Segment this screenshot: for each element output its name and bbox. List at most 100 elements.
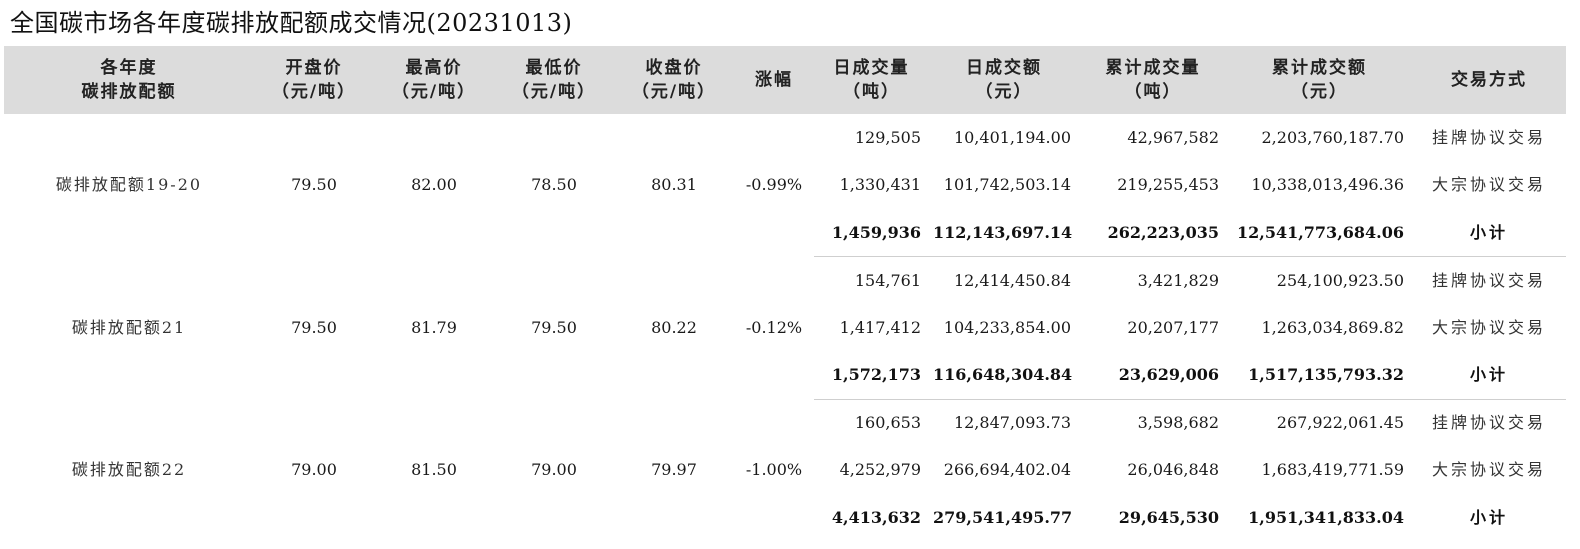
daily-amount-cell: 12,847,093.73 [953, 413, 1071, 432]
change-cell: -0.12% [745, 317, 803, 337]
subtotal-row: 1,459,936 112,143,697.14 262,223,035 12,… [4, 209, 1566, 257]
low-price-cell: 79.00 [531, 460, 577, 480]
high-price-cell: 82.00 [411, 175, 457, 195]
header-high-price: 最高价 （元/吨） [374, 46, 494, 114]
subtotal-row: 4,413,632 279,541,495.77 29,645,530 1,95… [4, 494, 1566, 542]
cumulative-amount-subtotal: 1,517,135,793.32 [1227, 351, 1412, 400]
high-price-cell: 81.50 [411, 460, 457, 480]
low-price-cell: 79.50 [531, 317, 577, 337]
trade-method-cell: 挂牌协议交易 [1431, 270, 1546, 290]
cumulative-volume-subtotal: 262,223,035 [1079, 209, 1227, 257]
subtotal-label: 小计 [1469, 507, 1508, 527]
header-line: （元/吨） [511, 82, 597, 102]
table-row: 碳排放配额21 79.50 81.79 79.50 80.22 -0.12% 1… [4, 257, 1566, 337]
header-line: 累计成交额 [1272, 58, 1367, 78]
header-line: （元/吨） [271, 82, 357, 102]
table-row: 1,330,431 101,742,503.14 219,255,453 10,… [4, 162, 1566, 210]
cumulative-volume-cell: 3,421,829 [1137, 270, 1219, 290]
cumulative-amount-subtotal: 1,951,341,833.04 [1248, 507, 1404, 527]
cumulative-volume-cell: 20,207,177 [1127, 317, 1219, 337]
daily-volume-subtotal: 4,413,632 [831, 507, 921, 527]
cumulative-amount-cell: 1,683,419,771.59 [1261, 460, 1405, 480]
daily-volume-cell: 1,330,431 [839, 175, 921, 195]
header-line: 日成交额 [966, 58, 1042, 78]
open-price-cell: 79.00 [291, 460, 337, 480]
daily-amount-subtotal: 279,541,495.77 [933, 507, 1073, 527]
high-price-cell: 81.79 [411, 317, 457, 337]
header-daily-volume: 日成交量 （吨） [814, 46, 929, 114]
daily-amount-cell: 266,694,402.04 [943, 460, 1071, 480]
subtotal-label: 小计 [1412, 209, 1566, 257]
cumulative-amount-subtotal: 12,541,773,684.06 [1227, 209, 1412, 257]
change-cell: -1.00% [745, 460, 803, 480]
cumulative-amount-cell: 2,203,760,187.70 [1261, 127, 1405, 147]
header-cumulative-volume: 累计成交量 （吨） [1079, 46, 1227, 114]
daily-volume-subtotal: 1,572,173 [814, 351, 929, 400]
table-row: 碳排放配额19-20 79.50 82.00 78.50 80.31 -0.99… [4, 114, 1566, 195]
cumulative-volume-cell: 42,967,582 [1127, 127, 1219, 147]
header-line: 开盘价 [285, 58, 343, 78]
header-line: （吨） [1124, 82, 1182, 102]
header-line: 碳排放配额 [81, 82, 177, 102]
daily-volume-cell: 154,761 [854, 270, 921, 290]
daily-amount-cell: 104,233,854.00 [943, 317, 1071, 337]
header-close-price: 收盘价 （元/吨） [614, 46, 734, 114]
header-open-price: 开盘价 （元/吨） [254, 46, 374, 114]
header-daily-amount: 日成交额 （元） [929, 46, 1079, 114]
quota-name-cell: 碳排放配额22 [71, 460, 187, 480]
cumulative-volume-subtotal: 23,629,006 [1079, 351, 1227, 400]
header-line: 日成交量 [833, 58, 910, 78]
daily-volume-cell: 160,653 [854, 413, 921, 432]
header-line: （元/吨） [391, 82, 477, 102]
cumulative-volume-cell: 219,255,453 [1117, 175, 1219, 195]
close-price-cell: 79.97 [651, 460, 697, 480]
header-line: 最高价 [405, 58, 463, 78]
table-header-row: 各年度 碳排放配额 开盘价 （元/吨） 最高价 （元/吨） 最低价 （元/吨） … [4, 46, 1566, 114]
close-price-cell: 80.31 [651, 175, 697, 195]
daily-volume-cell: 1,417,412 [839, 317, 921, 337]
trade-method-cell: 挂牌协议交易 [1431, 413, 1546, 432]
header-line: （吨） [843, 82, 900, 102]
cumulative-amount-cell: 10,338,013,496.36 [1251, 175, 1404, 195]
header-cumulative-amount: 累计成交额 （元） [1227, 46, 1412, 114]
subtotal-label: 小计 [1412, 351, 1566, 400]
header-line: 各年度 [100, 58, 158, 78]
daily-amount-cell: 101,742,503.14 [943, 175, 1071, 195]
header-low-price: 最低价 （元/吨） [494, 46, 614, 114]
header-line: 收盘价 [645, 58, 703, 78]
header-line: 累计成交量 [1105, 58, 1201, 78]
daily-amount-subtotal: 112,143,697.14 [929, 209, 1079, 257]
open-price-cell: 79.50 [291, 175, 337, 195]
daily-amount-cell: 10,401,194.00 [953, 127, 1071, 147]
daily-amount-subtotal: 116,648,304.84 [929, 351, 1079, 400]
header-line: （元） [975, 82, 1033, 102]
header-line: 涨幅 [755, 70, 793, 90]
change-cell: -0.99% [745, 175, 803, 195]
daily-volume-subtotal: 1,459,936 [814, 209, 929, 257]
low-price-cell: 78.50 [531, 175, 577, 195]
header-line: 最低价 [525, 58, 583, 78]
table-row: 1,417,412 104,233,854.00 20,207,177 1,26… [4, 304, 1566, 352]
cumulative-amount-cell: 1,263,034,869.82 [1261, 317, 1405, 337]
cumulative-volume-cell: 26,046,848 [1127, 460, 1219, 480]
table-row: 4,252,979 266,694,402.04 26,046,848 1,68… [4, 447, 1566, 495]
daily-amount-cell: 12,414,450.84 [953, 270, 1071, 290]
subtotal-row: 1,572,173 116,648,304.84 23,629,006 1,51… [4, 351, 1566, 400]
cumulative-amount-cell: 254,100,923.50 [1276, 270, 1404, 290]
cumulative-volume-subtotal: 29,645,530 [1118, 507, 1219, 527]
header-line: （元） [1291, 82, 1348, 102]
carbon-quota-table: 各年度 碳排放配额 开盘价 （元/吨） 最高价 （元/吨） 最低价 （元/吨） … [4, 46, 1566, 542]
daily-volume-cell: 129,505 [854, 127, 921, 147]
open-price-cell: 79.50 [291, 317, 337, 337]
daily-volume-cell: 4,252,979 [839, 460, 921, 480]
cumulative-volume-cell: 3,598,682 [1137, 413, 1219, 432]
quota-name-cell: 碳排放配额21 [71, 317, 187, 337]
trade-method-cell: 大宗协议交易 [1431, 175, 1546, 195]
trade-method-cell: 挂牌协议交易 [1431, 127, 1546, 147]
trade-method-cell: 大宗协议交易 [1431, 460, 1546, 480]
close-price-cell: 80.22 [651, 317, 697, 337]
header-change: 涨幅 [734, 46, 814, 114]
trade-method-cell: 大宗协议交易 [1431, 317, 1546, 337]
header-quota-year: 各年度 碳排放配额 [4, 46, 254, 114]
quota-name-cell: 碳排放配额19-20 [55, 175, 203, 195]
